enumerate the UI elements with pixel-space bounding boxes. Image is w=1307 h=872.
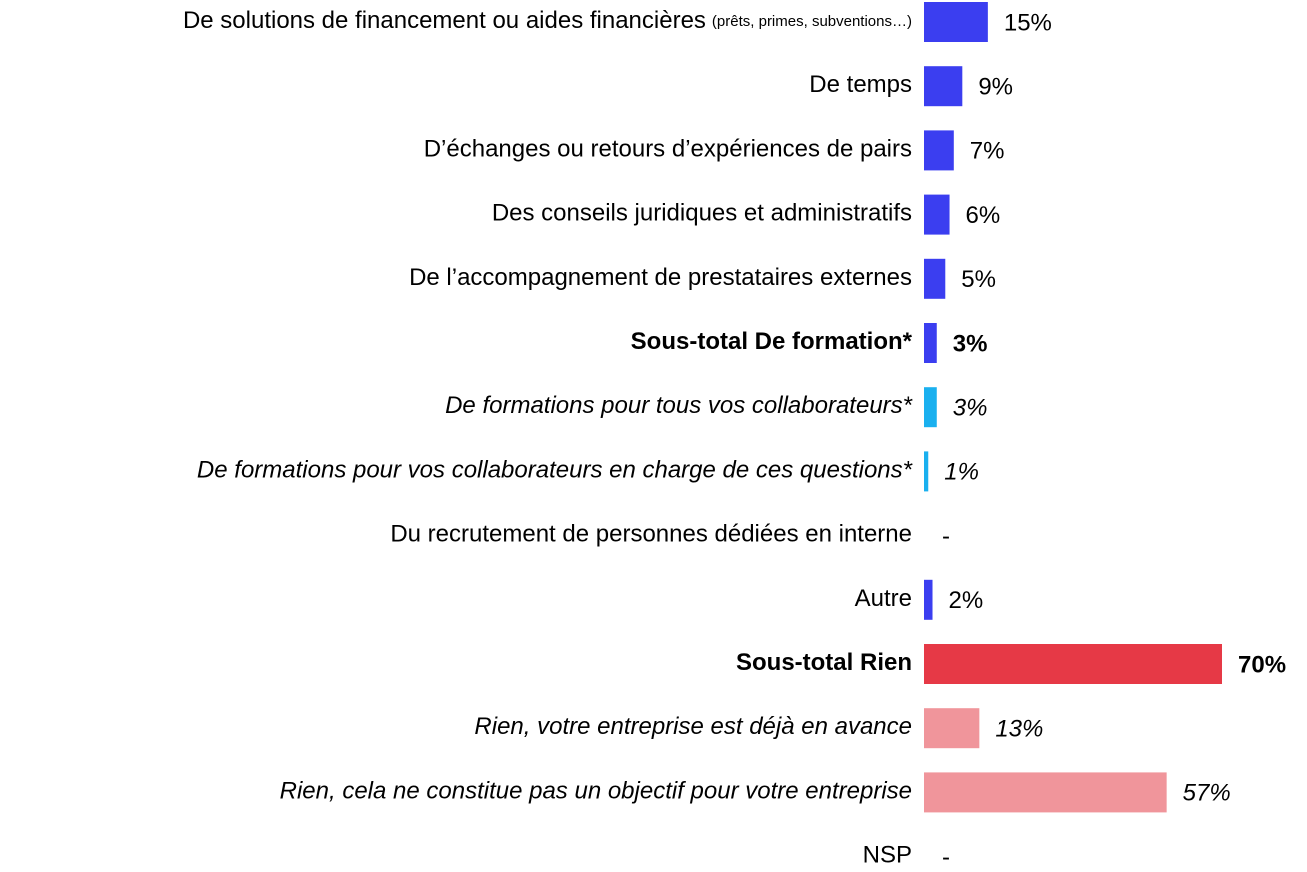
value-label: 7% [970,138,1005,165]
value-label: 13% [995,716,1043,743]
category-text: Des conseils juridiques et administratif… [492,200,912,227]
category-text: Autre [855,585,912,612]
value-label: - [942,523,950,550]
category-label: De l’accompagnement de prestataires exte… [409,264,912,291]
value-label: 9% [978,74,1013,101]
bar [924,644,1222,684]
category-text: De formations pour tous vos collaborateu… [445,393,913,420]
category-text: Du recrutement de personnes dédiées en i… [390,521,912,548]
bar [924,708,980,749]
category-label: De formations pour tous vos collaborateu… [445,393,913,420]
category-label: Sous-total De formation* [631,328,913,355]
category-text: Rien, votre entreprise est déjà en avanc… [474,714,912,741]
category-text: De solutions de financement ou aides fin… [183,7,706,34]
bar [924,194,950,235]
category-label: De temps [809,72,912,99]
value-label: 15% [1004,9,1052,36]
bar [924,579,933,620]
category-label: Des conseils juridiques et administratif… [492,200,912,227]
value-label: 2% [949,587,984,614]
bar [924,451,929,492]
category-text: D’échanges ou retours d’expériences de p… [424,136,912,163]
category-label: D’échanges ou retours d’expériences de p… [424,136,912,163]
category-label: De solutions de financement ou aides fin… [183,7,912,34]
category-label: Du recrutement de personnes dédiées en i… [390,521,912,548]
value-label: 3% [953,395,988,422]
category-label: Autre [855,585,912,612]
bar [924,66,963,107]
category-text: De temps [809,72,912,99]
value-label: 5% [961,266,996,293]
category-text: Rien, cela ne constitue pas un objectif … [280,778,912,805]
value-label: 3% [953,330,988,357]
value-label: 6% [966,202,1001,229]
category-label: De formations pour vos collaborateurs en… [197,457,913,484]
value-label: 1% [944,459,979,486]
category-label: Rien, votre entreprise est déjà en avanc… [474,714,912,741]
category-text: De l’accompagnement de prestataires exte… [409,264,912,291]
bar [924,258,946,299]
value-label: - [942,844,950,871]
bar [924,772,1167,813]
category-text: Sous-total Rien [736,649,912,676]
bar [924,2,988,42]
category-text: NSP [863,842,912,869]
category-detail: (prêts, primes, subventions…) [712,13,912,30]
bar [924,323,937,363]
bar [924,387,937,428]
category-label: NSP [863,842,912,869]
value-label: 57% [1183,780,1231,807]
bar [924,130,954,171]
value-label: 70% [1238,651,1286,678]
category-text: Sous-total De formation* [631,328,913,355]
category-text: De formations pour vos collaborateurs en… [197,457,913,484]
category-label: Rien, cela ne constitue pas un objectif … [280,778,912,805]
category-label: Sous-total Rien [736,649,912,676]
